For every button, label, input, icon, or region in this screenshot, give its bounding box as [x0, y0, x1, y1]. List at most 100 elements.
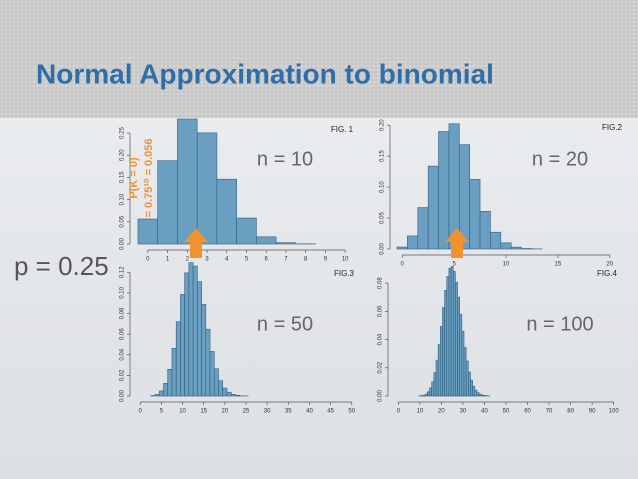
bar [196, 132, 218, 245]
y-tick-label: 0.04 [120, 348, 126, 360]
bar [235, 394, 240, 397]
bar [407, 235, 419, 250]
x-tick-label: 5 [452, 262, 456, 268]
sample-size: n = 100 [526, 313, 593, 335]
y-tick-label: 0.05 [120, 215, 126, 227]
x-tick-label: 25 [243, 409, 250, 415]
bar [469, 179, 481, 250]
slide-title: Normal Approximation to binomial [36, 58, 494, 89]
x-tick-label: 60 [524, 409, 531, 415]
bar [230, 394, 236, 397]
figure-label: FIG.2 [602, 123, 623, 132]
x-tick-label: 40 [306, 409, 313, 415]
y-tick-label: 0.00 [120, 238, 126, 250]
x-tick-label: 70 [546, 409, 553, 415]
x-tick-label: 50 [348, 409, 355, 415]
bar [474, 389, 478, 397]
bar [236, 217, 257, 245]
bar [457, 296, 460, 397]
x-tick-label: 40 [481, 409, 488, 415]
y-tick-label: 0.25 [120, 127, 126, 139]
y-tick-label: 0.10 [120, 193, 126, 205]
annotation: P(K = 0) [128, 157, 140, 199]
y-tick-label: 0.10 [380, 181, 386, 193]
x-tick-label: 15 [200, 409, 207, 415]
bar [472, 385, 476, 397]
bar [184, 272, 190, 397]
x-tick-label: 8 [304, 257, 308, 263]
bar [222, 387, 228, 397]
bar [463, 347, 467, 397]
bar [446, 276, 450, 397]
bar [158, 390, 164, 397]
sample-size: n = 20 [532, 148, 588, 170]
x-tick-label: 50 [503, 409, 510, 415]
y-tick-label: 0.20 [380, 119, 386, 131]
x-tick-label: 0 [139, 409, 143, 415]
x-tick-label: 45 [327, 409, 334, 415]
y-tick-label: 0.08 [120, 307, 126, 319]
x-tick-label: 80 [567, 409, 574, 415]
bar [452, 271, 456, 397]
x-tick-label: 7 [284, 257, 288, 263]
x-tick-label: 90 [589, 409, 596, 415]
bar [429, 387, 432, 397]
bar [175, 321, 181, 397]
bar [209, 351, 215, 397]
x-tick-label: 9 [324, 257, 328, 263]
bar [510, 246, 522, 250]
y-tick-label: 0.02 [378, 361, 384, 373]
x-tick-label: 35 [285, 409, 292, 415]
bar [167, 369, 173, 397]
bar [440, 326, 443, 397]
charts: 0.000.050.100.150.200.250 1 2 3 4 5 6 7 8 9 10n = … [120, 118, 623, 415]
header-band [0, 0, 638, 118]
figure-label: FIG. 1 [331, 125, 354, 134]
x-tick-label: 10 [179, 409, 186, 415]
bar [218, 380, 224, 397]
figure-label: FIG.4 [597, 269, 618, 278]
x-tick-label: 10 [417, 409, 424, 415]
y-tick-label: 0.06 [120, 328, 126, 340]
bar [188, 262, 194, 397]
arrow [445, 228, 469, 258]
bar [417, 207, 429, 250]
x-tick-label: 100 [609, 409, 620, 415]
bar [154, 394, 160, 397]
x-tick-label: 1 [166, 257, 170, 263]
x-tick-label: 20 [438, 409, 445, 415]
y-tick-label: 0.00 [378, 390, 384, 402]
x-tick-label: 2 [186, 257, 190, 263]
bar [171, 347, 177, 397]
y-tick-label: 0.02 [120, 369, 126, 381]
y-tick-label: 0.15 [120, 171, 126, 183]
x-tick-label: 15 [555, 262, 562, 268]
bar [455, 281, 458, 397]
x-tick-label: 30 [264, 409, 271, 415]
bar [216, 178, 237, 245]
bar [163, 383, 169, 397]
bar [478, 393, 482, 397]
bar [500, 242, 512, 250]
x-tick-label: 5 [160, 409, 164, 415]
bar [422, 394, 426, 397]
x-tick-label: 3 [205, 257, 209, 263]
bar [226, 391, 232, 397]
x-tick-label: 4 [225, 257, 229, 263]
bar [256, 236, 277, 245]
y-tick-label: 0.04 [378, 333, 384, 345]
bar [461, 331, 465, 397]
bar [448, 267, 452, 397]
y-tick-label: 0.12 [120, 266, 126, 278]
bar [396, 246, 408, 250]
bar [213, 368, 219, 397]
y-tick-label: 0.06 [378, 305, 384, 317]
y-tick-label: 0.15 [380, 150, 386, 162]
bar [137, 218, 159, 245]
bar [433, 372, 437, 397]
x-tick-label: 20 [606, 262, 613, 268]
bar [177, 118, 198, 245]
bar [437, 344, 441, 397]
bar [459, 313, 463, 397]
